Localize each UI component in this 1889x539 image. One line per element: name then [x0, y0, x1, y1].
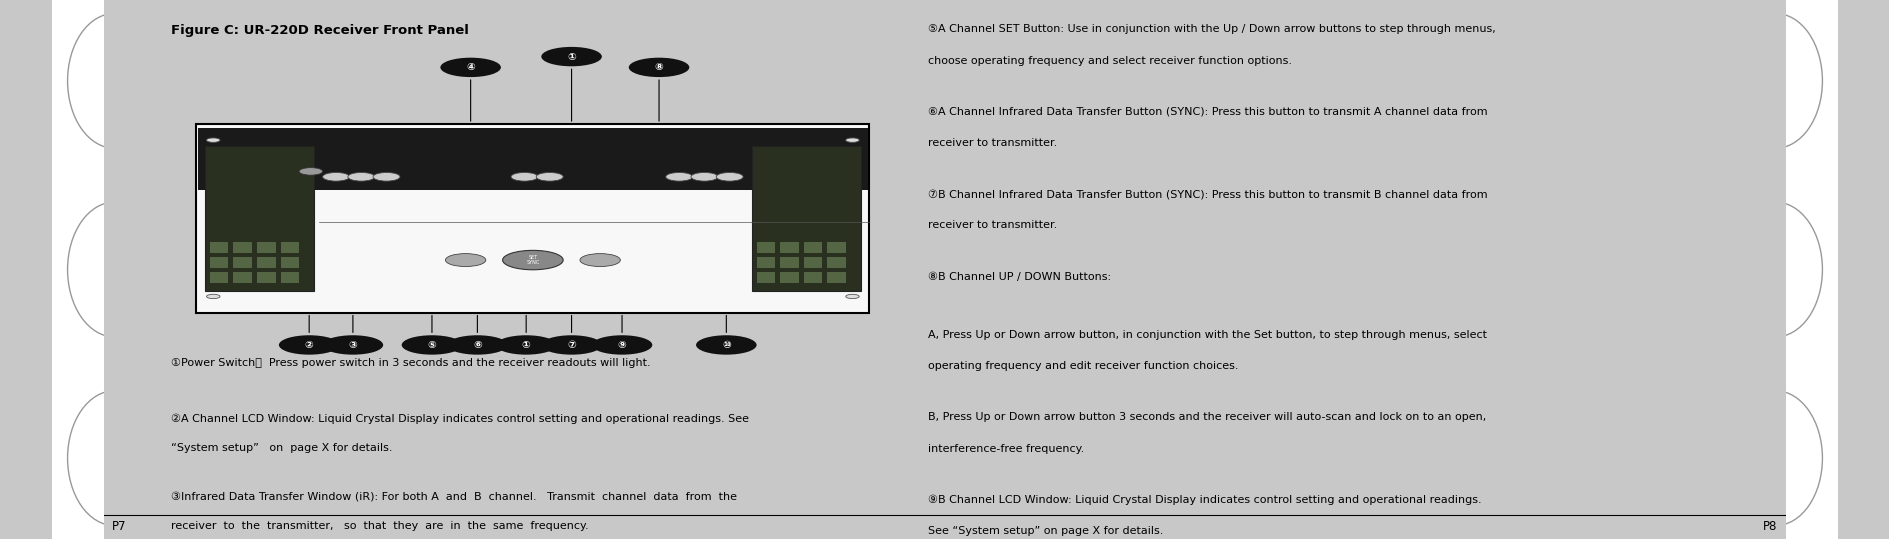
FancyBboxPatch shape: [198, 128, 867, 190]
Circle shape: [323, 172, 349, 181]
Circle shape: [540, 335, 601, 355]
Circle shape: [844, 294, 859, 299]
Text: ⑨B Channel LCD Window: Liquid Crystal Display indicates control setting and oper: ⑨B Channel LCD Window: Liquid Crystal Di…: [927, 495, 1481, 505]
Circle shape: [448, 335, 508, 355]
Circle shape: [298, 168, 323, 175]
Text: ①: ①: [567, 52, 576, 61]
Circle shape: [323, 335, 383, 355]
Circle shape: [691, 172, 718, 181]
Text: ⑧B Channel UP / DOWN Buttons:: ⑧B Channel UP / DOWN Buttons:: [927, 272, 1111, 282]
Text: ③Infrared Data Transfer Window (iR): For both A  and  B  channel.   Transmit  ch: ③Infrared Data Transfer Window (iR): For…: [172, 492, 737, 501]
Text: choose operating frequency and select receiver function options.: choose operating frequency and select re…: [927, 56, 1292, 66]
FancyBboxPatch shape: [280, 242, 298, 253]
Circle shape: [580, 253, 620, 267]
Text: ②A Channel LCD Window: Liquid Crystal Display indicates control setting and oper: ②A Channel LCD Window: Liquid Crystal Di…: [172, 413, 748, 424]
FancyBboxPatch shape: [756, 272, 774, 283]
Text: A, Press Up or Down arrow button, in conjunction with the Set button, to step th: A, Press Up or Down arrow button, in con…: [927, 330, 1487, 340]
Circle shape: [536, 172, 563, 181]
Text: receiver  to  the  transmitter,   so  that  they  are  in  the  same  frequency.: receiver to the transmitter, so that the…: [172, 521, 589, 531]
Circle shape: [540, 47, 601, 66]
Circle shape: [440, 58, 501, 77]
Text: ⑦B Channel Infrared Data Transfer Button (SYNC): Press this button to transmit B: ⑦B Channel Infrared Data Transfer Button…: [927, 189, 1487, 199]
FancyBboxPatch shape: [756, 242, 774, 253]
FancyBboxPatch shape: [280, 257, 298, 268]
Text: ⑦: ⑦: [567, 340, 576, 350]
Circle shape: [402, 335, 463, 355]
Text: ①: ①: [521, 340, 531, 350]
FancyBboxPatch shape: [280, 272, 298, 283]
Circle shape: [695, 335, 756, 355]
Text: P8: P8: [1762, 520, 1778, 533]
Text: ②: ②: [304, 340, 314, 350]
Text: operating frequency and edit receiver function choices.: operating frequency and edit receiver fu…: [927, 361, 1237, 371]
FancyBboxPatch shape: [827, 257, 844, 268]
Circle shape: [502, 250, 563, 270]
Text: ⑤: ⑤: [427, 340, 436, 350]
Circle shape: [495, 335, 555, 355]
Circle shape: [510, 172, 538, 181]
Text: “System setup”   on  page X for details.: “System setup” on page X for details.: [172, 443, 393, 453]
Text: B, Press Up or Down arrow button 3 seconds and the receiver will auto-scan and l: B, Press Up or Down arrow button 3 secon…: [927, 412, 1485, 423]
FancyBboxPatch shape: [257, 242, 276, 253]
Text: SET
SYNC: SET SYNC: [525, 254, 538, 266]
Circle shape: [716, 172, 742, 181]
FancyBboxPatch shape: [257, 257, 276, 268]
FancyBboxPatch shape: [1774, 0, 1836, 539]
Circle shape: [446, 253, 485, 267]
Circle shape: [206, 294, 219, 299]
Circle shape: [629, 58, 689, 77]
FancyBboxPatch shape: [210, 257, 229, 268]
Text: receiver to transmitter.: receiver to transmitter.: [927, 220, 1056, 231]
FancyBboxPatch shape: [756, 257, 774, 268]
Circle shape: [280, 335, 340, 355]
Text: interference-free frequency.: interference-free frequency.: [927, 444, 1084, 454]
Text: ④: ④: [467, 63, 474, 72]
Text: ③: ③: [348, 340, 357, 350]
Text: ⑨: ⑨: [618, 340, 625, 350]
Circle shape: [348, 172, 374, 181]
FancyBboxPatch shape: [234, 257, 251, 268]
FancyBboxPatch shape: [803, 242, 822, 253]
Text: ①Power Switch：  Press power switch in 3 seconds and the receiver readouts will l: ①Power Switch： Press power switch in 3 s…: [172, 358, 650, 369]
FancyBboxPatch shape: [780, 272, 799, 283]
Text: ⑤A Channel SET Button: Use in conjunction with the Up / Down arrow buttons to st: ⑤A Channel SET Button: Use in conjunctio…: [927, 24, 1494, 34]
Text: ⑥A Channel Infrared Data Transfer Button (SYNC): Press this button to transmit A: ⑥A Channel Infrared Data Transfer Button…: [927, 107, 1487, 117]
Circle shape: [665, 172, 693, 181]
FancyBboxPatch shape: [234, 272, 251, 283]
FancyBboxPatch shape: [53, 0, 115, 539]
Circle shape: [206, 138, 219, 142]
FancyBboxPatch shape: [257, 272, 276, 283]
FancyBboxPatch shape: [827, 272, 844, 283]
FancyBboxPatch shape: [827, 242, 844, 253]
Circle shape: [591, 335, 652, 355]
FancyBboxPatch shape: [780, 257, 799, 268]
FancyBboxPatch shape: [210, 242, 229, 253]
Text: See “System setup” on page X for details.: See “System setup” on page X for details…: [927, 526, 1164, 536]
FancyBboxPatch shape: [780, 242, 799, 253]
Text: receiver to transmitter.: receiver to transmitter.: [927, 138, 1056, 148]
Text: P7: P7: [111, 520, 127, 533]
Circle shape: [372, 172, 400, 181]
FancyBboxPatch shape: [803, 257, 822, 268]
FancyBboxPatch shape: [234, 242, 251, 253]
FancyBboxPatch shape: [752, 146, 861, 291]
FancyBboxPatch shape: [803, 272, 822, 283]
Text: ⑩: ⑩: [722, 340, 731, 350]
Text: Figure C: UR-220D Receiver Front Panel: Figure C: UR-220D Receiver Front Panel: [172, 24, 468, 37]
Text: ⑧: ⑧: [654, 63, 663, 72]
FancyBboxPatch shape: [196, 124, 869, 313]
Circle shape: [844, 138, 859, 142]
Text: ⑥: ⑥: [472, 340, 482, 350]
FancyBboxPatch shape: [204, 146, 314, 291]
FancyBboxPatch shape: [210, 272, 229, 283]
